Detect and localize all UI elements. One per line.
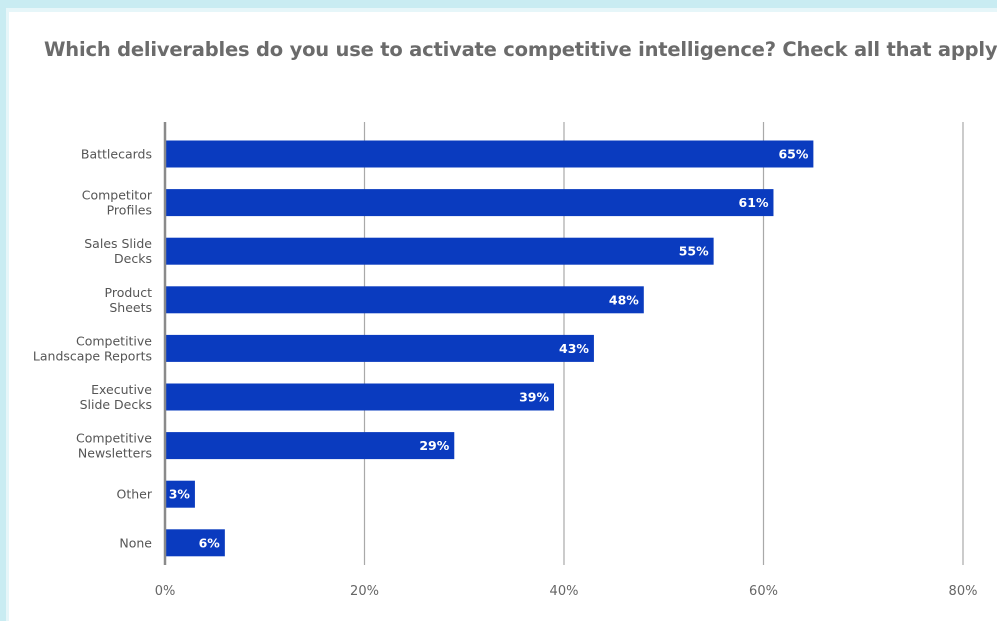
bar-2 — [165, 237, 714, 265]
category-label-2: Sales Slide Decks — [84, 236, 152, 266]
category-labels: Battlecards Competitor Profiles Sales Slide… — [33, 147, 153, 551]
data-label-3: 48% — [609, 292, 639, 307]
x-tick-labels: 0% 20% 40% 60% 80% — [155, 584, 978, 599]
x-tick-label-3: 60% — [749, 584, 778, 599]
category-label-7: Other — [117, 487, 153, 502]
bar-5 — [165, 383, 555, 411]
frame-top-shade — [6, 8, 997, 12]
bar-8 — [165, 529, 225, 557]
bar-1 — [165, 189, 774, 217]
bar-4 — [165, 334, 594, 362]
chart-title: Which deliverables do you use to activat… — [44, 38, 997, 61]
category-label-5: Executive Slide Decks — [80, 382, 153, 412]
bar-3 — [165, 286, 644, 314]
bar-7 — [165, 480, 195, 508]
data-label-6: 29% — [419, 438, 449, 453]
data-label-2: 55% — [679, 244, 709, 259]
data-labels: 65% 61% 55% 48% 43% 39% 29% 3% 6% — [169, 147, 809, 551]
bars — [165, 140, 814, 557]
x-tick-label-4: 80% — [949, 584, 978, 599]
data-label-0: 65% — [778, 147, 808, 162]
data-label-8: 6% — [199, 535, 221, 550]
bar-0 — [165, 140, 814, 168]
category-label-4: Competitive Landscape Reports — [33, 333, 152, 363]
x-tick-label-2: 40% — [550, 584, 579, 599]
data-label-5: 39% — [519, 390, 549, 405]
data-label-4: 43% — [559, 341, 589, 356]
frame-left-border — [0, 0, 6, 621]
category-label-3: Product Sheets — [105, 285, 153, 315]
data-label-7: 3% — [169, 487, 191, 502]
bar-6 — [165, 432, 455, 460]
frame-top-border — [0, 0, 997, 8]
category-label-6: Competitive Newsletters — [76, 431, 152, 461]
frame-left-shade — [6, 8, 9, 621]
data-label-1: 61% — [739, 195, 769, 210]
x-tick-label-0: 0% — [155, 584, 176, 599]
category-label-1: Competitor Profiles — [82, 188, 153, 218]
x-tick-label-1: 20% — [350, 584, 379, 599]
category-label-8: None — [119, 535, 152, 550]
category-label-0: Battlecards — [81, 147, 152, 162]
